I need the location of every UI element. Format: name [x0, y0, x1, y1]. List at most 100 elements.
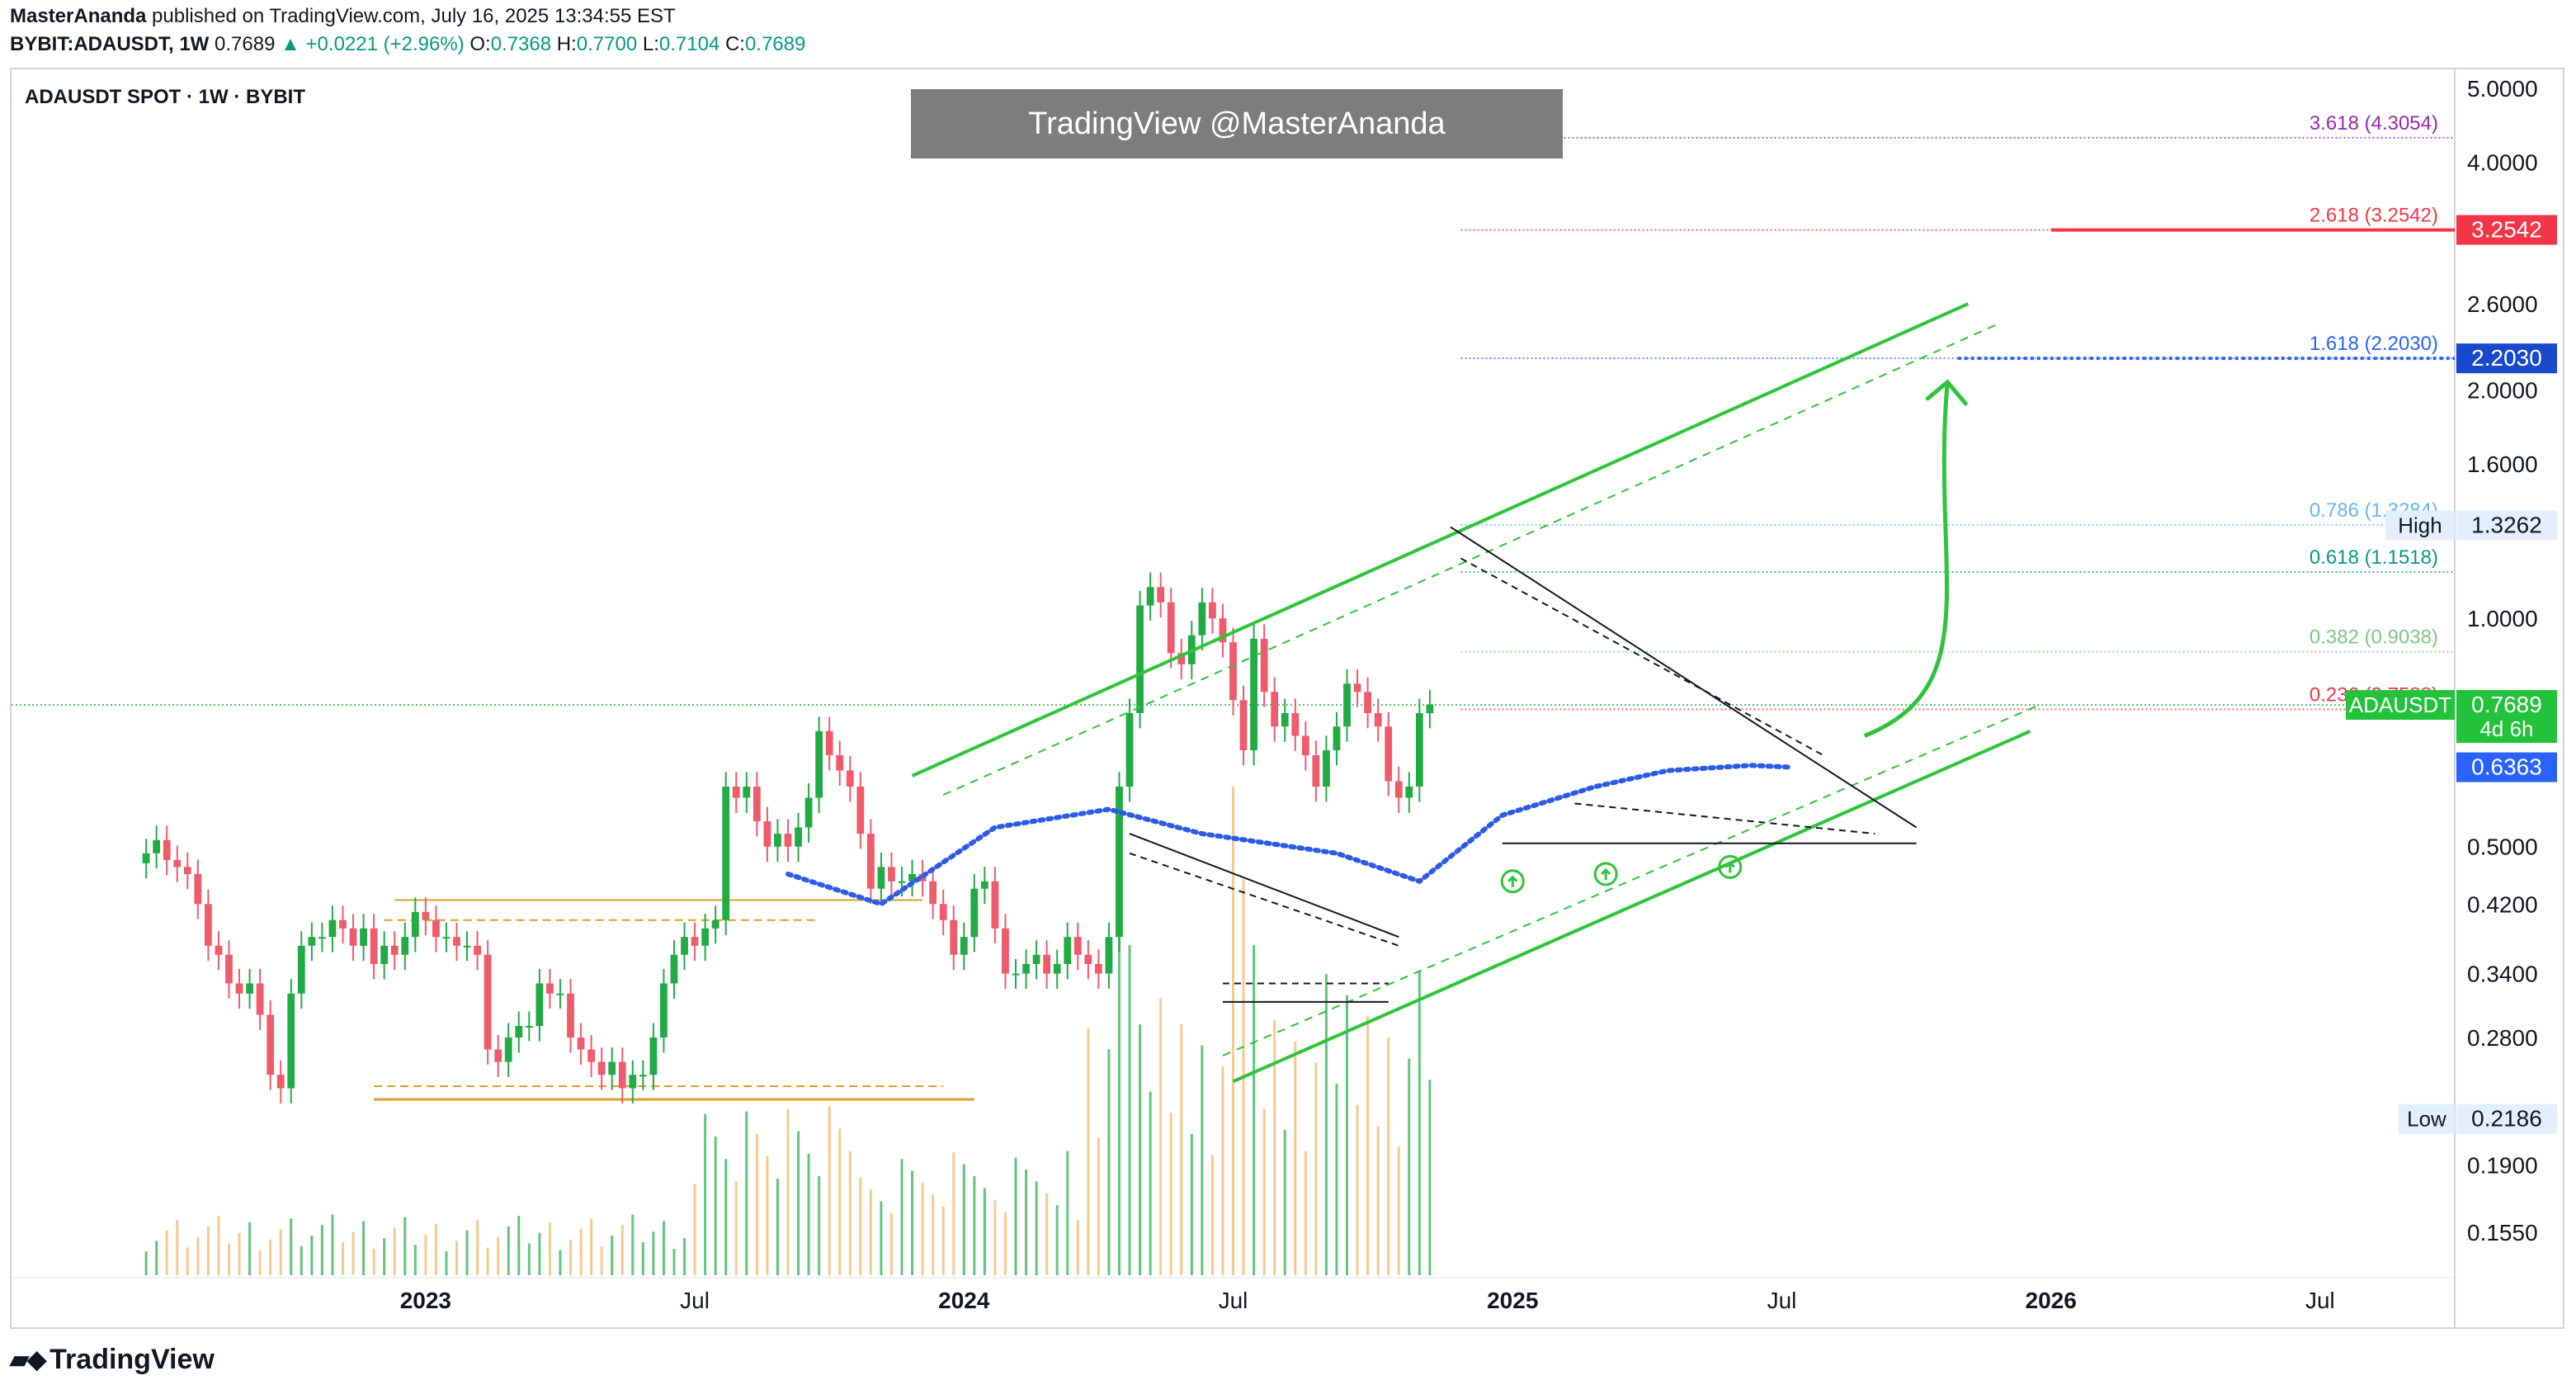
- candle-body: [711, 919, 719, 929]
- candle-body: [866, 834, 875, 889]
- price-axis-label-box: [2456, 752, 2557, 782]
- candle-body: [1323, 749, 1330, 787]
- volume-bar: [269, 1239, 272, 1275]
- author-name[interactable]: MasterAnanda: [10, 5, 147, 27]
- y-tick-label: 1.6000: [2467, 451, 2538, 477]
- close-label: C:: [724, 33, 745, 55]
- volume-bar: [869, 1189, 872, 1275]
- candle-body: [1394, 781, 1403, 798]
- candle-body: [1095, 963, 1102, 974]
- y-tick-label: 2.0000: [2467, 378, 2538, 404]
- volume-bar: [1139, 1024, 1142, 1275]
- up-arrow-marker-icon: [1507, 875, 1518, 887]
- candle-body: [1281, 712, 1289, 727]
- volume-bar: [1117, 839, 1121, 1275]
- volume-bar: [1025, 1170, 1028, 1275]
- volume-bar: [383, 1238, 386, 1275]
- volume-bar: [206, 1226, 210, 1275]
- volume-bar: [704, 1113, 707, 1275]
- volume-bar: [579, 1229, 583, 1275]
- candle-body: [163, 839, 171, 861]
- candle-body: [256, 983, 264, 1015]
- candle-body: [1146, 587, 1154, 606]
- candle-body: [567, 993, 574, 1038]
- candle-body: [276, 1075, 285, 1089]
- candle-body: [1002, 928, 1009, 974]
- volume-bar: [1180, 1024, 1183, 1275]
- channel-upper-dashed: [942, 322, 2000, 796]
- volume-bar: [476, 1219, 479, 1275]
- change-value: +0.0221 (+2.96%): [305, 33, 465, 55]
- candle-body: [597, 1061, 606, 1075]
- candle-body: [980, 881, 988, 889]
- channel-lower-line: [1232, 730, 2031, 1084]
- fib-level-label: 2.618 (3.2542): [2309, 205, 2438, 227]
- tradingview-logo[interactable]: ▰◆ TradingView: [10, 1344, 215, 1376]
- price-tag-box: [2385, 510, 2455, 541]
- candle-body: [246, 983, 253, 994]
- price-axis-label: 1.3262: [2471, 513, 2542, 538]
- candle-body: [267, 1014, 275, 1075]
- volume-bar: [1014, 1157, 1017, 1275]
- candle-body: [1105, 937, 1113, 974]
- candle-body: [1364, 692, 1371, 713]
- symbol-line[interactable]: BYBIT:ADAUSDT, 1W: [10, 33, 210, 55]
- volume-bar: [1273, 1020, 1276, 1275]
- price-tag-box: [2346, 690, 2455, 721]
- candle-body: [1084, 954, 1092, 964]
- candle-body: [194, 873, 202, 905]
- up-arrow-marker-icon: [1724, 861, 1735, 873]
- volume-bar: [538, 1232, 541, 1275]
- volume-bar: [745, 1111, 748, 1275]
- candle-body: [463, 945, 471, 948]
- price-tag-label: ADAUSDT: [2349, 692, 2451, 717]
- price-tag-label: High: [2398, 513, 2442, 538]
- volume-bar: [838, 1128, 842, 1275]
- candle-body: [774, 834, 781, 847]
- candle-body: [1312, 754, 1320, 787]
- candle-body: [535, 983, 544, 1027]
- volume-bar: [1283, 1130, 1286, 1275]
- candle-body: [328, 919, 337, 938]
- volume-bar: [828, 1106, 831, 1275]
- chart-frame[interactable]: [10, 68, 2564, 1329]
- y-tick-label: 0.5000: [2467, 834, 2538, 860]
- volume-bar: [590, 1218, 593, 1275]
- volume-bar: [818, 1176, 821, 1275]
- candle-body: [1291, 712, 1300, 736]
- triangle1-upper-dashed: [1129, 852, 1399, 947]
- volume-bar: [238, 1232, 241, 1275]
- candle-body: [339, 919, 347, 929]
- volume-bar: [331, 1214, 334, 1275]
- volume-bar: [1159, 998, 1163, 1275]
- candle-body: [1219, 618, 1227, 643]
- candle-body: [1415, 712, 1423, 787]
- low-value: 0.7104: [658, 33, 720, 55]
- candle-body: [153, 839, 161, 853]
- candle-body: [1250, 638, 1257, 750]
- price-tag-label: Low: [2407, 1107, 2446, 1132]
- y-tick-label: 2.6000: [2467, 291, 2538, 317]
- candle-body: [556, 993, 564, 995]
- up-arrow-marker-icon: [1718, 854, 1743, 879]
- publish-info: MasterAnanda published on TradingView.co…: [10, 5, 676, 28]
- price-axis-label-box: [2456, 215, 2557, 245]
- volume-bar: [413, 1245, 417, 1275]
- triangle1-upper: [1129, 833, 1399, 938]
- volume-bar: [1335, 1084, 1338, 1275]
- candle-body: [888, 867, 895, 882]
- volume-bar: [1253, 945, 1256, 1275]
- channel-lower-dashed: [1222, 703, 2041, 1056]
- up-arrow-marker-icon: [1593, 862, 1618, 886]
- candle-body: [804, 797, 813, 828]
- candle-body: [432, 919, 440, 938]
- candle-body: [1167, 602, 1175, 654]
- volume-bar: [1201, 1045, 1204, 1275]
- volume-bar: [445, 1251, 448, 1275]
- price-axis-label: 3.2542: [2471, 217, 2542, 243]
- candle-body: [235, 983, 243, 994]
- volume-bar: [714, 1137, 717, 1275]
- volume-bar: [1387, 1038, 1390, 1275]
- volume-bar: [1045, 1193, 1049, 1275]
